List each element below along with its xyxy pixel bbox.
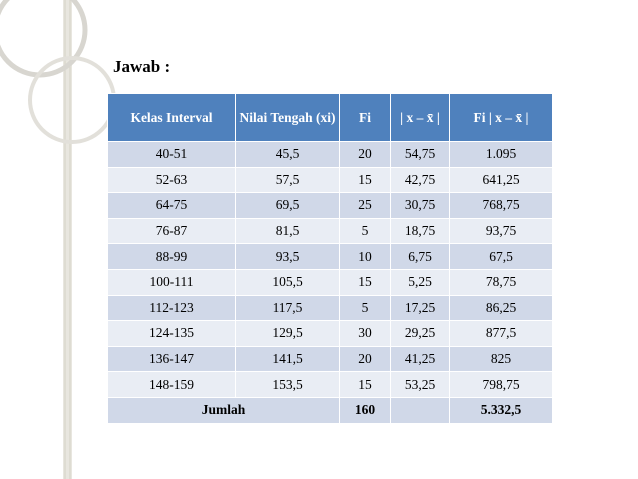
empty-cell — [390, 396, 450, 424]
table-row: 64-75 69,5 25 30,75 768,75 — [107, 192, 553, 219]
table-cell: 64-75 — [107, 192, 236, 219]
table-cell: 93,5 — [235, 243, 340, 270]
total-sum: 5.332,5 — [449, 396, 553, 424]
table-cell: 17,25 — [390, 294, 450, 322]
table-cell: 67,5 — [449, 243, 553, 270]
table-cell: 15 — [339, 371, 391, 398]
table-cell: 15 — [339, 166, 391, 194]
header-cell: Kelas Interval — [107, 93, 236, 142]
table-cell: 20 — [339, 141, 391, 168]
side-band — [63, 0, 72, 479]
table-cell: 45,5 — [235, 141, 340, 168]
table-cell: 5,25 — [390, 268, 450, 296]
table-cell: 78,75 — [449, 268, 553, 296]
table-cell: 25 — [339, 192, 391, 219]
table-cell: 877,5 — [449, 320, 553, 347]
total-row: Jumlah 160 5.332,5 — [107, 396, 553, 424]
table-row: 148-159 153,5 15 53,25 798,75 — [107, 371, 553, 398]
table-body: 40-51 45,5 20 54,75 1.095 52-63 57,5 15 42,75 641… — [107, 141, 553, 424]
table-cell: 88-99 — [107, 243, 236, 270]
table-cell: 54,75 — [390, 141, 450, 168]
table-cell: 10 — [339, 243, 391, 270]
table-cell: 100-111 — [107, 268, 236, 296]
table-cell: 1.095 — [449, 141, 553, 168]
table-cell: 117,5 — [235, 294, 340, 322]
table-cell: 41,25 — [390, 345, 450, 373]
table-row: 100-111 105,5 15 5,25 78,75 — [107, 268, 553, 296]
header-cell: Nilai Tengah (xi) — [235, 93, 340, 142]
table-row: 124-135 129,5 30 29,25 877,5 — [107, 320, 553, 347]
table-cell: 768,75 — [449, 192, 553, 219]
table-cell: 86,25 — [449, 294, 553, 322]
table-cell: 20 — [339, 345, 391, 373]
table-cell: 69,5 — [235, 192, 340, 219]
header-cell: Fi — [339, 93, 391, 142]
table-cell: 148-159 — [107, 371, 236, 398]
table-cell: 93,75 — [449, 217, 553, 245]
table-cell: 136-147 — [107, 345, 236, 373]
table-cell: 641,25 — [449, 166, 553, 194]
table-cell: 40-51 — [107, 141, 236, 168]
table-cell: 129,5 — [235, 320, 340, 347]
table-cell: 112-123 — [107, 294, 236, 322]
data-table: Kelas Interval Nilai Tengah (xi) Fi | x – x… — [107, 93, 553, 424]
table-cell: 141,5 — [235, 345, 340, 373]
table-row: 136-147 141,5 20 41,25 825 — [107, 345, 553, 373]
table-cell: 30 — [339, 320, 391, 347]
table-row: 52-63 57,5 15 42,75 641,25 — [107, 166, 553, 194]
header-cell: Fi | x – x̄ | — [449, 93, 553, 142]
table-cell: 105,5 — [235, 268, 340, 296]
header-cell: | x – x̄ | — [390, 93, 450, 142]
table-row: 112-123 117,5 5 17,25 86,25 — [107, 294, 553, 322]
table-cell: 5 — [339, 217, 391, 245]
table-cell: 15 — [339, 268, 391, 296]
table-cell: 57,5 — [235, 166, 340, 194]
table-cell: 76-87 — [107, 217, 236, 245]
table-cell: 18,75 — [390, 217, 450, 245]
table-cell: 53,25 — [390, 371, 450, 398]
table-cell: 5 — [339, 294, 391, 322]
total-fi: 160 — [339, 396, 391, 424]
table-cell: 29,25 — [390, 320, 450, 347]
header-row: Kelas Interval Nilai Tengah (xi) Fi | x – x… — [107, 93, 553, 142]
table-cell: 124-135 — [107, 320, 236, 347]
table-row: 88-99 93,5 10 6,75 67,5 — [107, 243, 553, 270]
table-row: 76-87 81,5 5 18,75 93,75 — [107, 217, 553, 245]
table-cell: 798,75 — [449, 371, 553, 398]
table-cell: 52-63 — [107, 166, 236, 194]
total-label: Jumlah — [107, 396, 340, 424]
heading: Jawab : — [113, 57, 171, 76]
table-cell: 825 — [449, 345, 553, 373]
table-cell: 153,5 — [235, 371, 340, 398]
table-cell: 81,5 — [235, 217, 340, 245]
table-row: 40-51 45,5 20 54,75 1.095 — [107, 141, 553, 168]
deco-circle — [0, 0, 88, 78]
table-cell: 42,75 — [390, 166, 450, 194]
table-cell: 6,75 — [390, 243, 450, 270]
table-cell: 30,75 — [390, 192, 450, 219]
